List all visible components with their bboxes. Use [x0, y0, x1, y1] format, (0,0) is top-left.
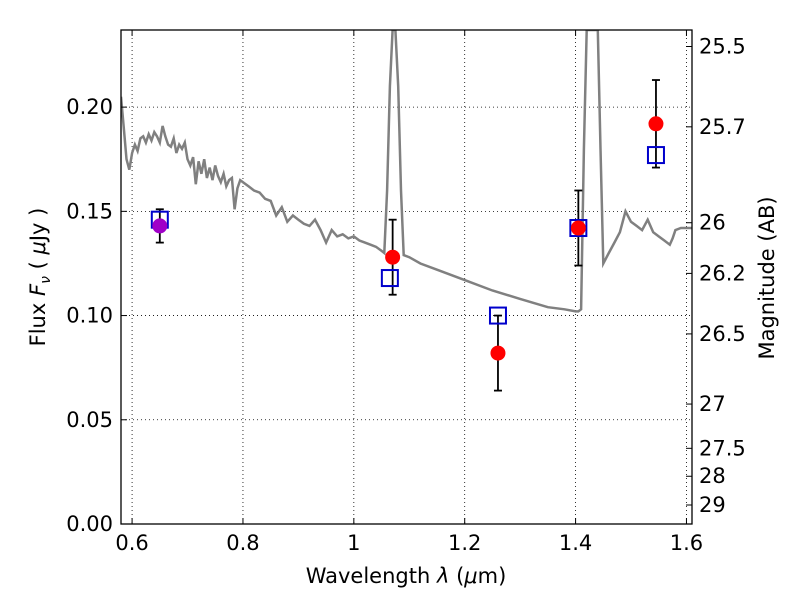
y-tick-label: 0.00: [66, 512, 113, 536]
grid: [121, 30, 692, 525]
y2-tick-label: 27.5: [699, 436, 746, 460]
plot-area: [121, 30, 692, 392]
x-axis-label: Wavelength λ (μm): [306, 564, 507, 588]
x-tick-label: 1.4: [559, 531, 592, 555]
x-tick-label: 1.6: [670, 531, 703, 555]
y2-tick-label: 26.5: [699, 322, 746, 346]
y2-tick-label: 27: [699, 392, 726, 416]
observed-point: [490, 345, 506, 361]
y2-tick-label: 29: [699, 493, 726, 517]
y2-axis-label: Magnitude (AB): [755, 196, 779, 359]
x-axis: 0.6 0.8 1 1.2 1.4 1.6: [115, 30, 703, 555]
model-square: [569, 219, 588, 238]
y2-tick-label: 28: [699, 464, 726, 488]
y-axis: 0.00 0.05 0.10 0.15 0.20: [66, 95, 127, 536]
x-tick-label: 0.8: [226, 531, 259, 555]
observed-point: [570, 220, 586, 236]
model-square: [380, 269, 399, 288]
y2-tick-label: 25.7: [699, 115, 746, 139]
observed-point: [385, 249, 401, 265]
y-tick-label: 0.20: [66, 95, 113, 119]
observed-point: [152, 218, 168, 234]
axes-frame: [120, 29, 693, 525]
y2-tick-label: 25.5: [699, 34, 746, 58]
model-square: [488, 306, 507, 325]
y-tick-label: 0.15: [66, 199, 113, 223]
x-tick-label: 1: [347, 531, 360, 555]
y2-tick-label: 26: [699, 211, 726, 235]
y-axis-label: Flux Fν ( μJy ): [26, 208, 54, 347]
model-square: [646, 146, 665, 165]
y2-axis: 25.5 25.7 26 26.2 26.5 27 27.5 28 29: [686, 34, 746, 517]
y2-tick-label: 26.2: [699, 261, 746, 285]
y-tick-label: 0.10: [66, 304, 113, 328]
x-tick-label: 0.6: [115, 531, 148, 555]
y-tick-label: 0.05: [66, 408, 113, 432]
sed-line: [121, 30, 692, 313]
observed-point: [648, 116, 664, 132]
x-tick-label: 1.2: [448, 531, 481, 555]
